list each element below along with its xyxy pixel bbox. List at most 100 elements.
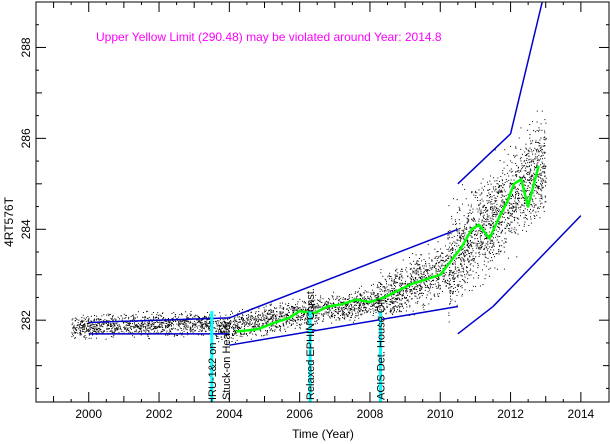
data-point <box>498 185 500 186</box>
data-point <box>442 272 444 274</box>
data-point <box>487 249 488 251</box>
data-point <box>477 277 479 279</box>
data-point <box>233 328 234 330</box>
data-point <box>411 276 412 277</box>
data-point <box>302 307 304 309</box>
data-point <box>243 328 245 330</box>
data-point <box>141 321 143 323</box>
data-point <box>288 307 290 309</box>
data-point <box>295 306 297 308</box>
data-point <box>448 248 450 250</box>
data-point <box>499 244 501 246</box>
data-point <box>282 311 284 313</box>
data-point <box>153 325 155 327</box>
data-point <box>367 310 369 312</box>
data-point <box>454 287 456 288</box>
data-point <box>249 332 251 334</box>
data-point <box>205 325 207 327</box>
data-point <box>274 319 276 321</box>
data-point <box>527 162 529 164</box>
data-point <box>475 272 477 274</box>
data-point <box>221 332 223 334</box>
data-point <box>543 151 545 153</box>
data-point <box>406 288 407 290</box>
data-point <box>452 277 454 278</box>
data-point <box>273 325 275 327</box>
data-point <box>276 319 278 321</box>
data-point <box>293 307 295 309</box>
data-point <box>516 174 518 176</box>
data-point <box>141 325 143 327</box>
data-point <box>540 178 542 180</box>
data-point <box>311 303 312 305</box>
data-point <box>278 316 280 318</box>
data-point <box>483 204 485 206</box>
data-point <box>196 314 198 316</box>
data-point <box>85 317 87 319</box>
data-point <box>463 260 465 262</box>
data-point <box>455 258 457 260</box>
data-point <box>196 325 198 327</box>
data-point <box>157 326 159 328</box>
data-point <box>262 335 264 337</box>
data-point <box>325 313 327 315</box>
data-point <box>543 172 545 174</box>
data-point <box>470 245 472 247</box>
data-point <box>480 193 482 195</box>
data-point <box>529 179 531 181</box>
data-point <box>365 298 367 300</box>
data-point <box>544 152 546 154</box>
data-point <box>83 328 85 330</box>
data-point <box>470 274 472 276</box>
data-point <box>155 332 157 334</box>
data-point <box>464 246 466 248</box>
data-point <box>486 217 488 219</box>
data-point <box>182 323 184 325</box>
data-point <box>395 298 397 299</box>
data-point <box>463 252 464 254</box>
data-point <box>155 316 157 318</box>
data-point <box>484 252 486 254</box>
data-point <box>471 246 473 248</box>
data-point <box>238 327 240 329</box>
data-point <box>136 316 138 318</box>
data-point <box>432 286 434 288</box>
data-point <box>456 245 458 247</box>
data-point <box>541 197 543 199</box>
data-point <box>338 317 340 319</box>
data-point <box>454 268 456 270</box>
data-point <box>373 303 375 305</box>
data-point <box>458 257 459 259</box>
data-point <box>221 321 223 323</box>
data-point <box>297 319 299 321</box>
data-point <box>145 330 147 332</box>
data-point <box>478 275 480 276</box>
data-point <box>513 229 515 231</box>
data-point <box>259 319 261 321</box>
data-point <box>470 235 472 237</box>
data-point <box>375 309 377 311</box>
data-point <box>509 186 510 188</box>
data-point <box>466 217 468 219</box>
data-point <box>414 278 416 280</box>
data-point <box>225 335 227 337</box>
data-point <box>463 271 465 273</box>
data-point <box>266 331 268 333</box>
data-point <box>281 312 283 314</box>
data-point <box>338 299 340 301</box>
data-point <box>190 314 192 316</box>
data-point <box>543 145 545 147</box>
data-point <box>187 317 189 319</box>
data-point <box>302 319 303 320</box>
data-point <box>318 319 320 320</box>
data-point <box>76 319 78 321</box>
data-point <box>400 293 401 295</box>
data-point <box>481 224 483 226</box>
data-point <box>517 204 519 206</box>
data-point <box>221 327 223 329</box>
data-point <box>497 227 499 228</box>
data-point <box>123 313 125 315</box>
data-point <box>413 288 415 290</box>
data-point <box>335 319 337 321</box>
data-point <box>82 329 83 331</box>
